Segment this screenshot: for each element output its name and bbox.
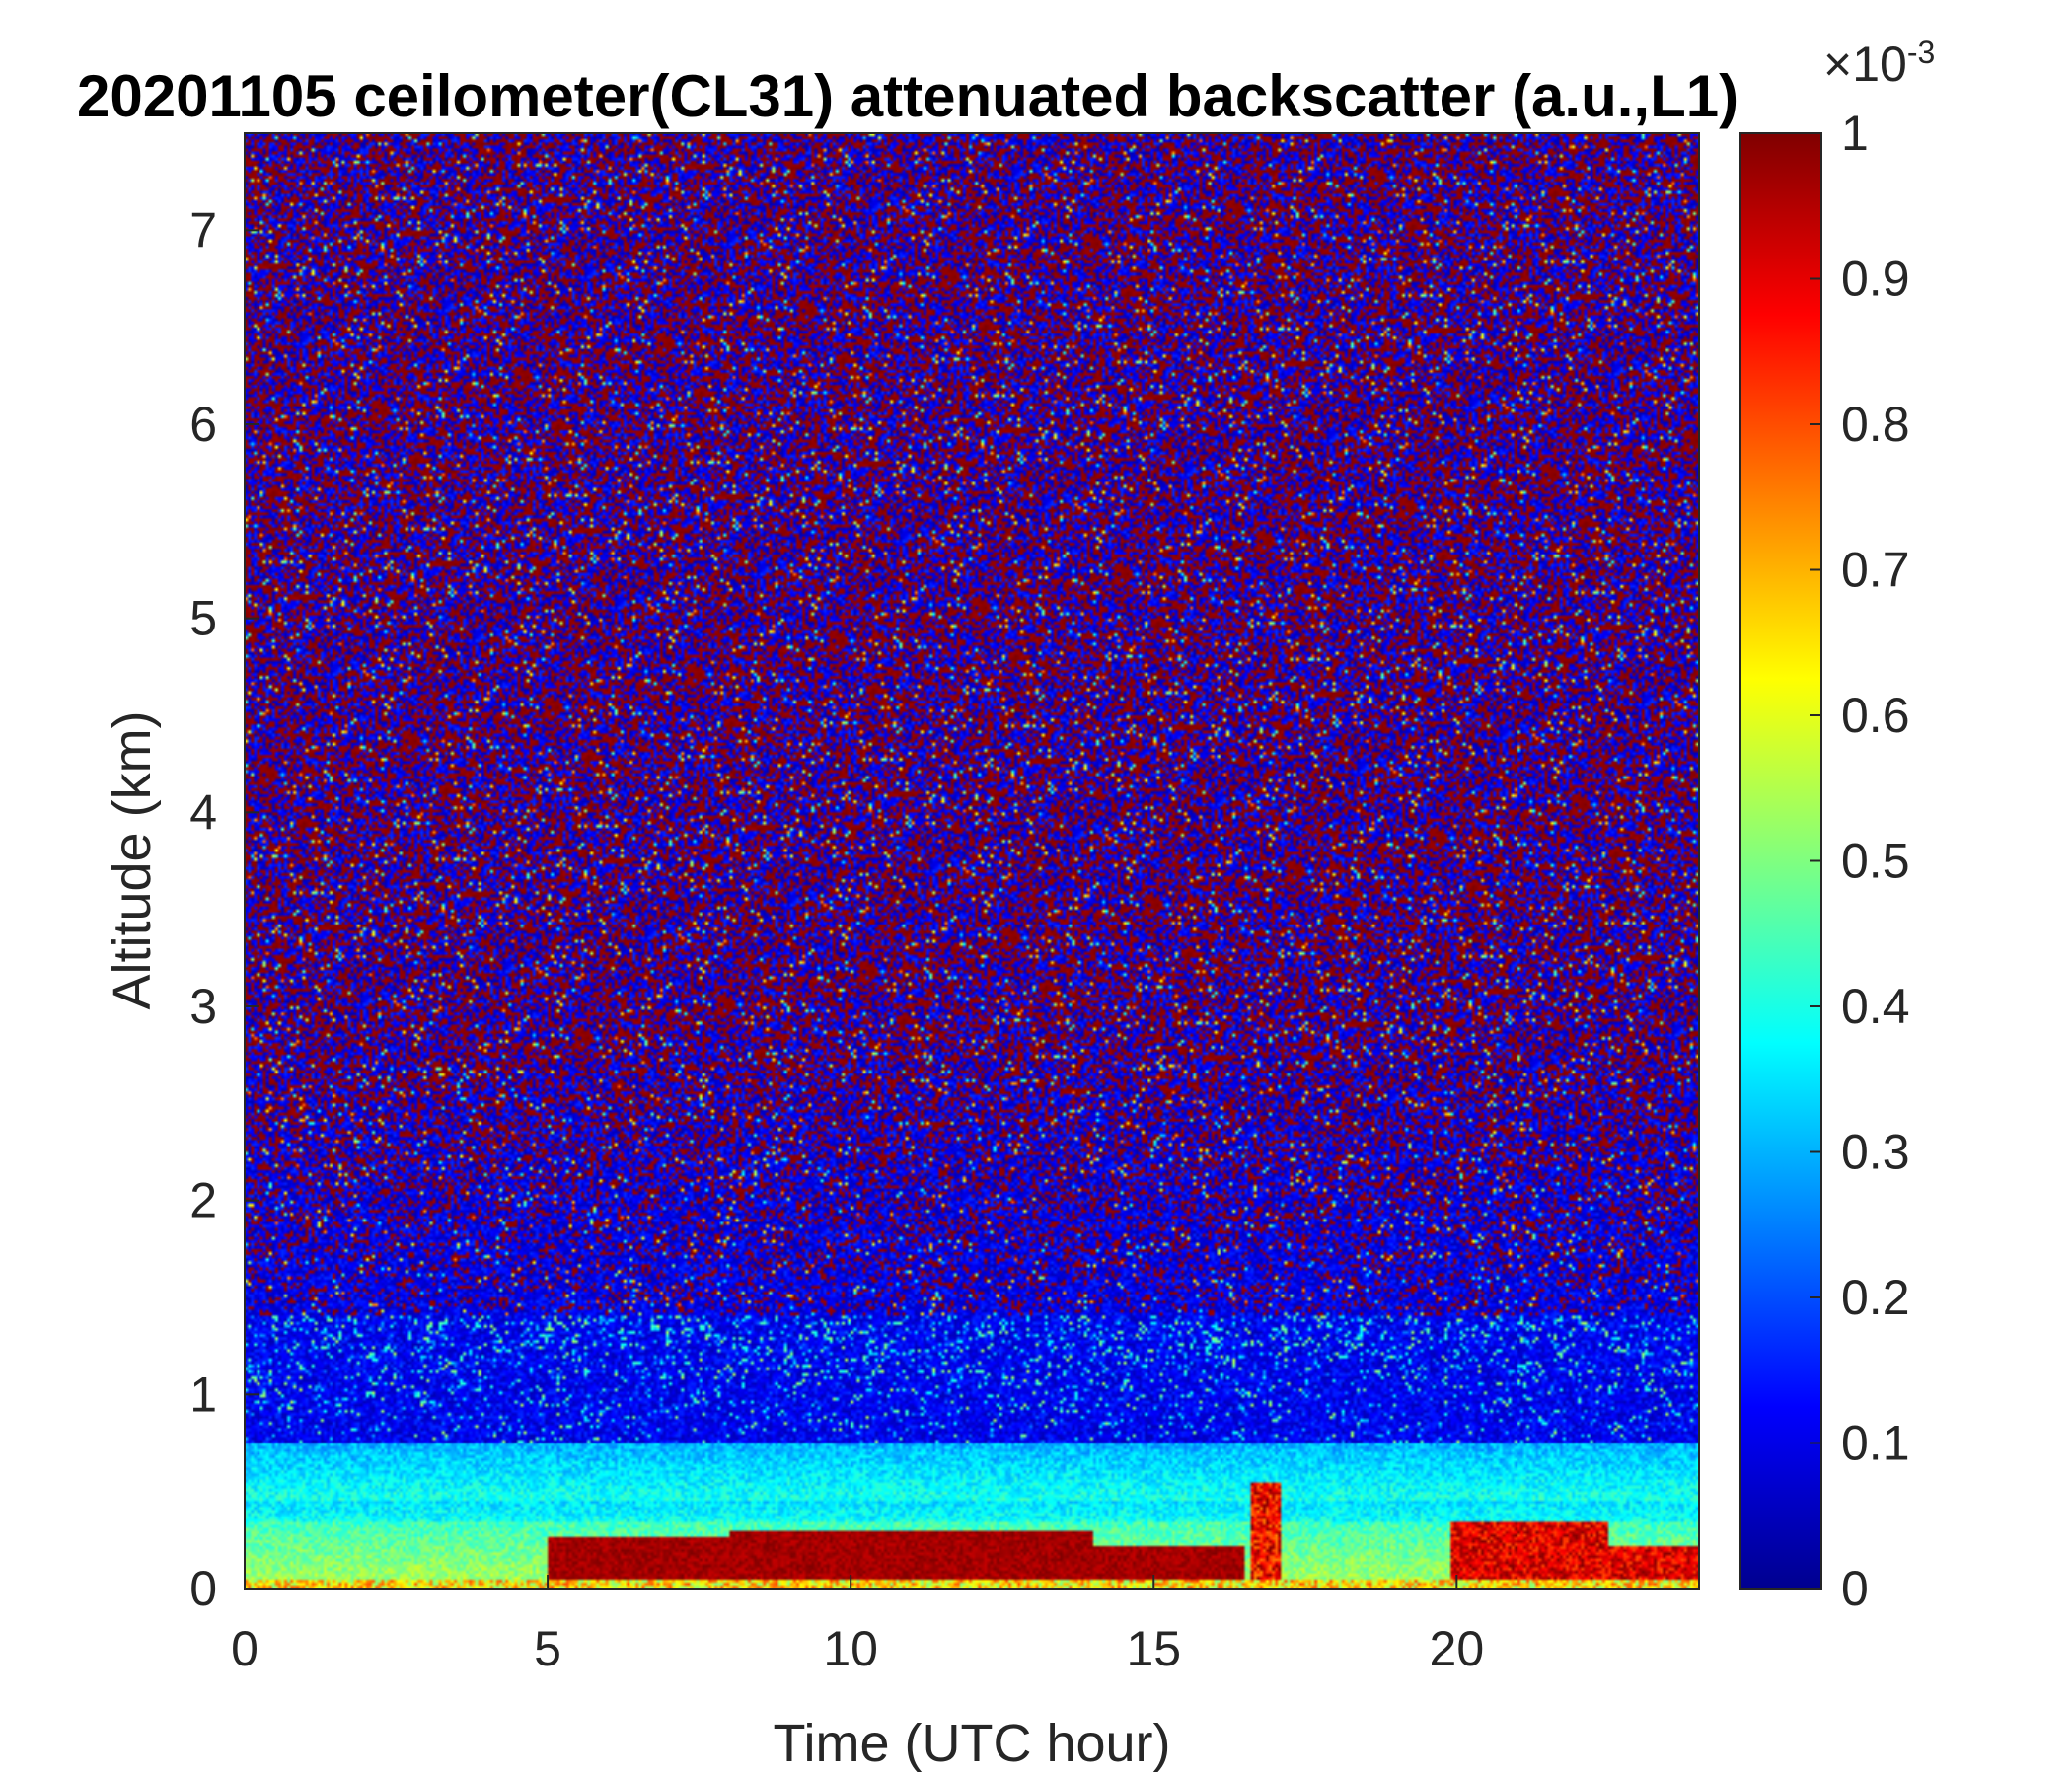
y-tick-label: 5 (189, 591, 217, 646)
x-tick-label: 10 (823, 1621, 878, 1676)
x-tick-label: 15 (1126, 1621, 1181, 1676)
x-axis: 0 5 10 15 20 (231, 1575, 1484, 1676)
y-tick-label: 7 (189, 202, 217, 258)
y-axis: 0 1 2 3 4 5 6 7 (189, 202, 259, 1616)
x-axis-label: Time (UTC hour) (773, 1714, 1170, 1773)
colorbar-tick-label: 1 (1841, 106, 1869, 161)
y-tick-label: 1 (189, 1367, 217, 1422)
y-tick-label: 0 (189, 1561, 217, 1616)
colorbar-tick-label: 0.6 (1841, 688, 1910, 743)
colorbar: 0 0.1 0.2 0.3 0.4 0.5 0.6 0.7 0.8 0.9 1 ×10-3 (1739, 35, 1935, 1616)
colorbar-tick-label: 0.1 (1841, 1416, 1910, 1471)
plot-frame (244, 132, 1700, 1590)
y-tick-label: 3 (189, 979, 217, 1034)
x-tick-label: 0 (231, 1621, 259, 1676)
chart-title: 20201105 ceilometer(CL31) attenuated bac… (77, 63, 1739, 129)
colorbar-tick-label: 0.5 (1841, 834, 1910, 889)
colorbar-tick-label: 0.7 (1841, 543, 1910, 598)
x-tick-label: 5 (534, 1621, 561, 1676)
colorbar-tick-label: 0.2 (1841, 1270, 1910, 1325)
colorbar-tick-label: 0.8 (1841, 397, 1910, 452)
colorbar-tick-label: 0.4 (1841, 979, 1910, 1034)
colorbar-gradient (1740, 133, 1821, 1589)
heatmap-image (245, 133, 1699, 1589)
colorbar-ticks: 0 0.1 0.2 0.3 0.4 0.5 0.6 0.7 0.8 0.9 1 (1810, 106, 1910, 1616)
y-tick-label: 2 (189, 1173, 217, 1228)
heatmap-area (245, 133, 1699, 1589)
y-axis-label: Altitude (km) (103, 710, 162, 1009)
colorbar-tick-label: 0.9 (1841, 252, 1910, 307)
y-tick-label: 4 (189, 784, 217, 840)
y-tick-label: 6 (189, 397, 217, 452)
colorbar-tick-label: 0 (1841, 1561, 1869, 1616)
x-tick-label: 20 (1430, 1621, 1485, 1676)
colorbar-tick-label: 0.3 (1841, 1125, 1910, 1180)
colorbar-exponent: ×10-3 (1823, 35, 1935, 92)
